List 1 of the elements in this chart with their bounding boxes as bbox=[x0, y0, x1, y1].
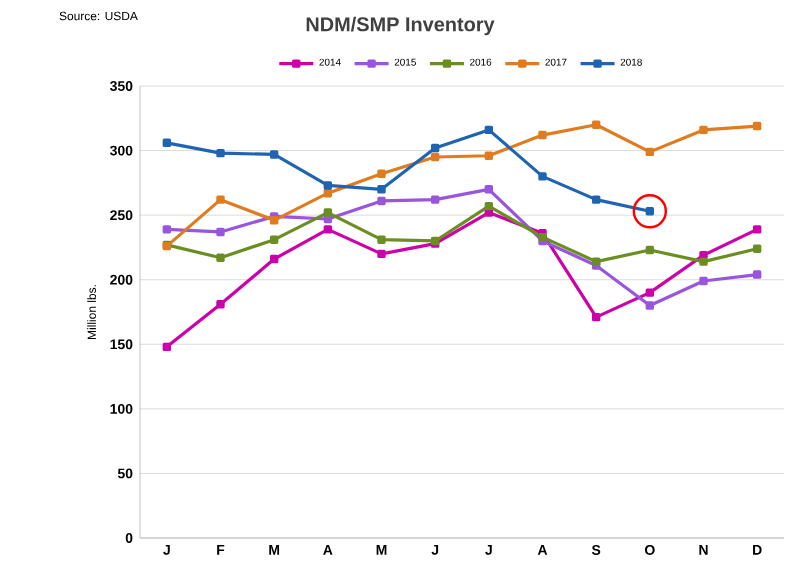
chart-title: NDM/SMP Inventory bbox=[306, 16, 495, 36]
